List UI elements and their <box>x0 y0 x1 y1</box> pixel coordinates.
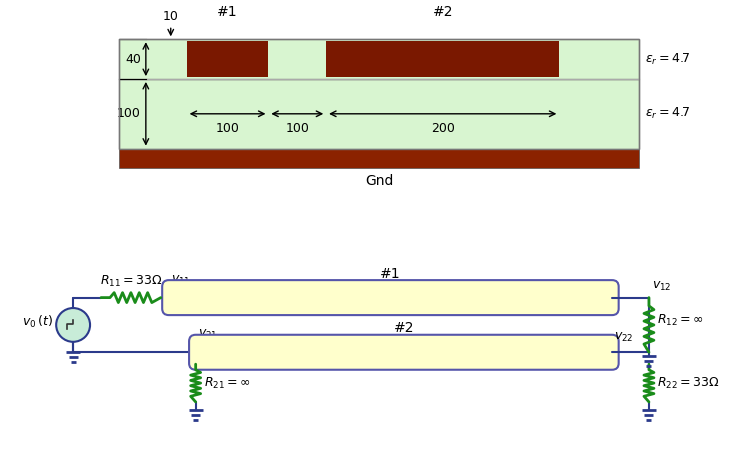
Text: #1: #1 <box>218 5 238 19</box>
Bar <box>119 79 639 149</box>
Text: Gnd: Gnd <box>365 174 393 188</box>
Text: $v_{21}$: $v_{21}$ <box>198 328 218 341</box>
Text: $\varepsilon_r = 4.7$: $\varepsilon_r = 4.7$ <box>645 52 691 67</box>
Text: 100: 100 <box>117 107 141 120</box>
Text: $v_0\,(t)$: $v_0\,(t)$ <box>22 314 53 330</box>
Circle shape <box>56 308 90 342</box>
Text: $R_{12} = \infty$: $R_{12} = \infty$ <box>657 313 704 328</box>
Bar <box>119 39 639 149</box>
Bar <box>186 41 269 77</box>
Text: 200: 200 <box>431 122 454 135</box>
Bar <box>119 149 639 169</box>
Text: $R_{21} = \infty$: $R_{21} = \infty$ <box>204 376 250 390</box>
Text: $\varepsilon_r = 4.7$: $\varepsilon_r = 4.7$ <box>645 106 691 121</box>
Text: 40: 40 <box>125 53 141 66</box>
Text: $v_{22}$: $v_{22}$ <box>614 331 633 344</box>
Bar <box>119 39 639 79</box>
Text: 100: 100 <box>286 122 309 135</box>
Text: $v_{12}$: $v_{12}$ <box>652 280 671 293</box>
Text: #1: #1 <box>380 267 401 281</box>
Text: 100: 100 <box>215 122 240 135</box>
Text: #2: #2 <box>432 5 453 19</box>
Bar <box>326 41 559 77</box>
Text: #2: #2 <box>394 321 414 335</box>
Text: $R_{22} = 33\Omega$: $R_{22} = 33\Omega$ <box>657 376 719 390</box>
Text: $R_{11} = 33\Omega$: $R_{11} = 33\Omega$ <box>100 274 162 289</box>
FancyBboxPatch shape <box>162 280 619 315</box>
Text: $v_{11}$: $v_{11}$ <box>171 274 190 287</box>
FancyBboxPatch shape <box>189 335 619 370</box>
Text: 10: 10 <box>163 10 178 24</box>
